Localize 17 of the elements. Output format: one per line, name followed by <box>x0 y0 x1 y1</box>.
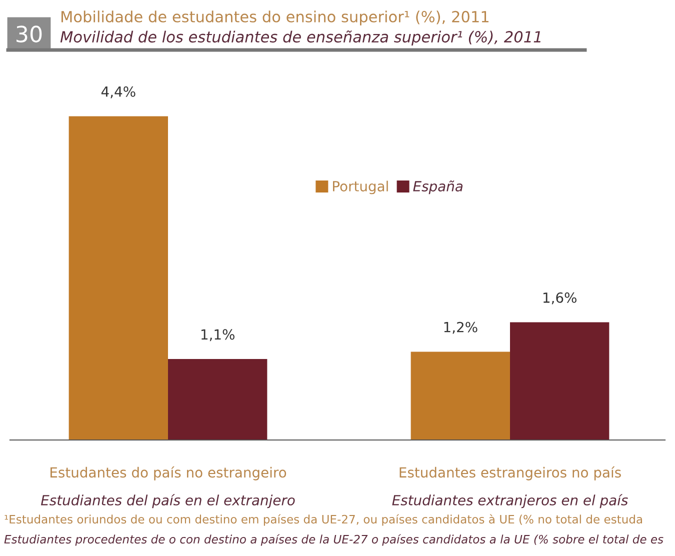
x-tick-label: Estudantes estrangeiros no país Estudiantes extranjeros en el país <box>392 466 628 508</box>
data-label: 1,1% <box>201 329 234 342</box>
legend-label: Portugal <box>333 180 388 194</box>
chart-title: Mobilidade de estudantes do ensino superior¹ (%), 2011 <box>62 10 488 26</box>
text: ¹Estudantes oriundos de ou com destino em países da UE-27, ou países candidatos à UE (% no total de estuda <box>4 514 642 526</box>
bar <box>510 322 610 440</box>
bar <box>168 359 268 440</box>
data-label: 1,2% <box>444 322 478 334</box>
bar <box>410 352 510 440</box>
data-label: 4,4% <box>101 86 136 98</box>
bar <box>68 116 168 440</box>
x-tick-label: Estudantes do país no estrangeiro Estudiantes del país en el extranjero <box>40 466 295 508</box>
text: 30 <box>16 26 42 42</box>
data-label: 1,6% <box>543 292 576 304</box>
chart-subtitle: Movilidad de los estudiantes de enseñanza superior¹ (%), 2011 <box>60 30 540 46</box>
text: Estudiantes procedentes de o con destino a países de la UE-27 o países candidatos a la UE (% sobre el total de es <box>4 534 664 546</box>
legend-label: España <box>413 180 463 194</box>
